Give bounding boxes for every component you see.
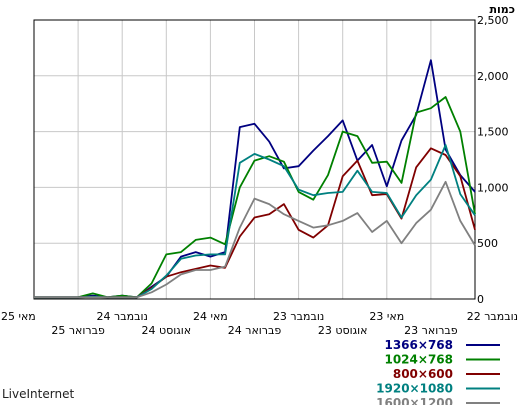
y-axis: 0 500 1,000 1,500 2,000 2,500 [477, 14, 509, 306]
legend-label: 1920×1080 [376, 382, 453, 396]
x-tick-label: אוגוסט 24 [141, 324, 191, 337]
x-tick-label: נובמבר 23 [273, 310, 324, 323]
x-tick-label: מאי 24 [193, 310, 228, 323]
y-tick-label: 1,500 [477, 126, 509, 139]
legend-label: 1024×768 [384, 353, 453, 367]
x-tick-label: אוגוסט 23 [318, 324, 368, 337]
y-tick-label: 2,000 [477, 70, 509, 83]
series-line-5 [34, 180, 476, 299]
x-tick-label: נובמבר 24 [97, 310, 148, 323]
legend-label: 1366×768 [384, 338, 453, 352]
x-tick-label: מאי 23 [369, 310, 404, 323]
y-tick-label: 1,000 [477, 181, 509, 194]
x-tick-label: מאי 25 [1, 310, 36, 323]
y-axis-label: כמות [490, 3, 515, 16]
y-tick-label: 0 [477, 293, 484, 306]
plot-frame [33, 19, 476, 300]
brand-label: LiveInternet [2, 387, 75, 401]
x-tick-label: פברואר 24 [228, 324, 282, 337]
grid [34, 20, 475, 299]
y-tick-label: 2,500 [477, 14, 509, 27]
x-tick-label: נובמבר 22 [467, 310, 518, 323]
legend: 1366×7681024×768800×6001920×10801600×120… [376, 338, 500, 405]
y-tick-label: 500 [477, 237, 498, 250]
x-tick-label: פברואר 23 [404, 324, 458, 337]
series-group [34, 59, 476, 299]
legend-label: 800×600 [393, 367, 453, 381]
legend-label: 1600×1200 [376, 396, 453, 405]
x-tick-label: פברואר 25 [51, 324, 105, 337]
